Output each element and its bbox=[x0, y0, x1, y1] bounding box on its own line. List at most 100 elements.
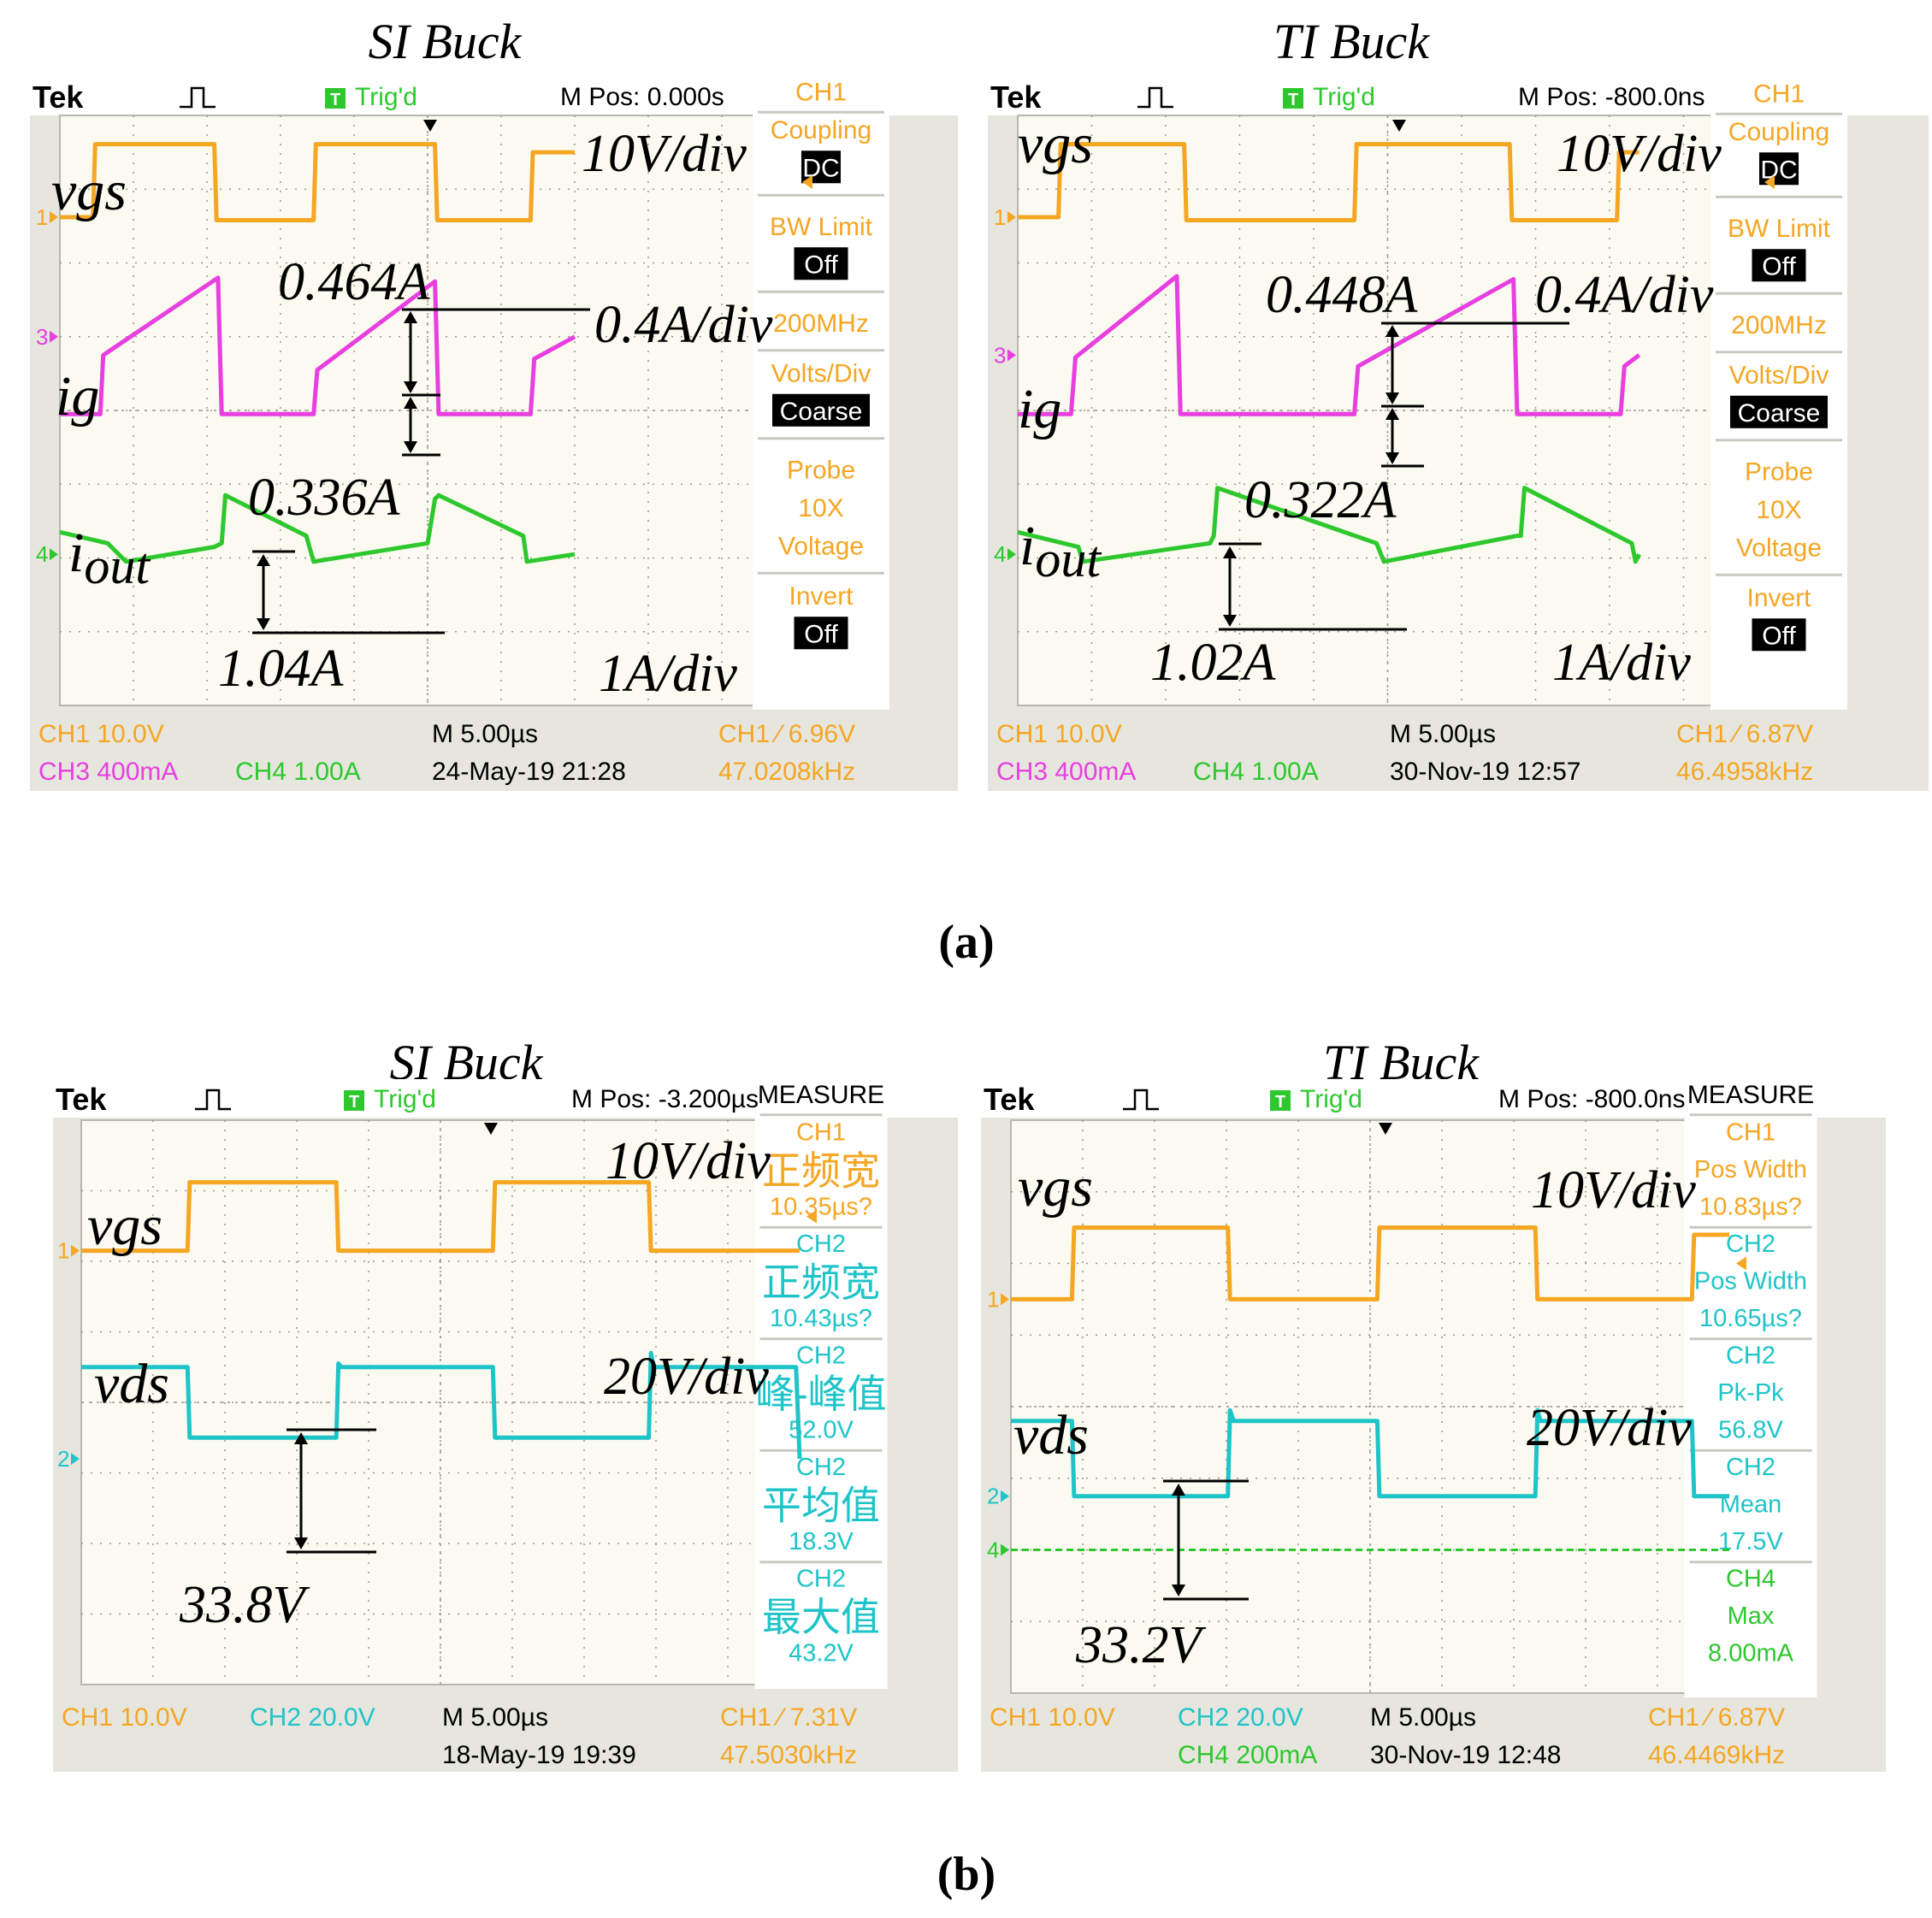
trig-status: Trig'd bbox=[374, 1085, 436, 1113]
ground-marker-arrow bbox=[1007, 211, 1016, 224]
brand-label: Tek bbox=[984, 1082, 1035, 1117]
iout-label-sub: out bbox=[84, 538, 151, 594]
figure-label-a: (a) bbox=[938, 916, 994, 969]
ground-marker-arrow bbox=[1007, 548, 1016, 561]
side-item: 正频宽 bbox=[762, 1148, 880, 1193]
figure-label-b: (b) bbox=[937, 1848, 996, 1901]
traces: 1 3 4 bbox=[36, 142, 812, 567]
footer-item: 18-May-19 19:39 bbox=[442, 1741, 636, 1769]
panel-a-si-buck: SI Buck Tek T Trig'd M Pos: 0.000s CH1 Co… bbox=[30, 14, 958, 791]
side-item: 8.00mA bbox=[1708, 1639, 1794, 1667]
grid bbox=[1011, 1120, 1729, 1693]
ig-label: ig bbox=[56, 365, 99, 428]
trigger-position-marker bbox=[484, 1123, 498, 1135]
ig-scale: 0.4A/div bbox=[1535, 266, 1714, 324]
ground-marker-label: 4 bbox=[36, 541, 48, 567]
iout-pp-value: 1.02A bbox=[1150, 634, 1277, 692]
footer-item: CH1 ∕ 6.87V bbox=[1648, 1703, 1785, 1732]
side-item: Volts/Div bbox=[1729, 361, 1829, 389]
side-panel: CH1 Coupling DC BW Limit Off 200MHz Volts/Div C… bbox=[753, 78, 889, 710]
ground-marker-label: 3 bbox=[36, 324, 48, 350]
side-item: Off bbox=[804, 251, 838, 279]
trig-icon-letter: T bbox=[1288, 91, 1298, 109]
side-item: 平均值 bbox=[762, 1483, 880, 1527]
footer-item: CH1 ∕ 7.31V bbox=[720, 1703, 857, 1732]
brand-label: Tek bbox=[990, 80, 1042, 115]
arrow-heads bbox=[1172, 1484, 1185, 1596]
ground-marker-arrow bbox=[50, 330, 58, 343]
side-item: CH2 bbox=[796, 1454, 846, 1481]
trigger-position-marker bbox=[1379, 1123, 1392, 1135]
grid bbox=[1018, 115, 1758, 705]
grid bbox=[81, 1120, 800, 1685]
trace-vgs bbox=[1018, 142, 1640, 222]
side-item: MEASURE bbox=[758, 1081, 884, 1109]
ground-marker-arrow bbox=[1007, 349, 1016, 362]
trig-icon bbox=[325, 88, 346, 109]
footer: CH1 10.0V CH2 20.0V M 5.00µs CH1 ∕ 6.87V CH4… bbox=[990, 1703, 1785, 1769]
vds-step-value: 33.8V bbox=[179, 1576, 310, 1634]
side-box bbox=[1752, 249, 1806, 282]
side-item: BW Limit bbox=[770, 213, 873, 241]
side-item: Voltage bbox=[1736, 534, 1822, 562]
vgs-label: vgs bbox=[1018, 113, 1093, 175]
grid bbox=[60, 115, 795, 705]
trig-icon bbox=[1283, 88, 1303, 109]
vgs-label: vgs bbox=[51, 160, 127, 222]
footer: CH1 10.0V M 5.00µs CH1 ∕ 6.87V CH3 400mA CH4… bbox=[996, 720, 1813, 786]
footer-item: 46.4469kHz bbox=[1648, 1741, 1785, 1769]
measure-lines bbox=[287, 1428, 376, 1554]
side-box bbox=[801, 150, 841, 184]
side-item: Pk-Pk bbox=[1717, 1379, 1784, 1407]
vgs-label: vgs bbox=[87, 1195, 162, 1257]
iout-label: iout bbox=[68, 522, 151, 594]
trigger-level-marker bbox=[806, 1209, 817, 1224]
side-item: CH2 bbox=[1726, 1230, 1775, 1258]
vgs-scale: 10V/div bbox=[582, 125, 747, 183]
footer-item: 47.0208kHz bbox=[718, 758, 855, 786]
traces: 1 2 4 bbox=[987, 1225, 1746, 1563]
iout-label-sub: out bbox=[1035, 531, 1102, 587]
ground-marker-vgs: 1 bbox=[987, 1286, 1009, 1312]
ground-marker-label: 1 bbox=[36, 204, 48, 230]
trig-icon bbox=[1270, 1090, 1291, 1111]
iout-scale: 1A/div bbox=[1552, 634, 1691, 692]
ground-marker-arrow bbox=[71, 1453, 80, 1465]
trig-icon-letter: T bbox=[1275, 1093, 1285, 1112]
side-item: CH1 bbox=[795, 78, 847, 106]
footer-item: M 5.00µs bbox=[1390, 720, 1496, 748]
trace-iout bbox=[59, 493, 576, 564]
trigger-pulse-icon bbox=[1123, 1089, 1159, 1111]
iout-label-main: i bbox=[1019, 515, 1035, 577]
ground-marker-ig: 3 bbox=[994, 342, 1016, 368]
ground-marker-iout: 4 bbox=[994, 541, 1016, 567]
ground-marker-iout: 4 bbox=[36, 541, 58, 567]
side-panel: CH1 Coupling DC BW Limit Off 200MHz Volts/Div C… bbox=[1710, 80, 1847, 710]
side-item: 最大值 bbox=[762, 1595, 880, 1639]
trace-iout bbox=[1017, 486, 1641, 564]
ground-marker-vgs: 1 bbox=[994, 204, 1016, 230]
footer-item: CH4 200mA bbox=[1178, 1741, 1317, 1769]
arrow-heads bbox=[294, 1432, 308, 1549]
footer: CH1 10.0V CH2 20.0V M 5.00µs CH1 ∕ 7.31V 18-… bbox=[62, 1703, 857, 1769]
side-item: Mean bbox=[1720, 1490, 1782, 1518]
trigger-position-marker bbox=[1392, 120, 1406, 132]
side-item: Off bbox=[1762, 252, 1796, 280]
ground-marker-vds: 2 bbox=[57, 1446, 80, 1472]
iout-label: iout bbox=[1019, 515, 1102, 587]
traces: 12 bbox=[57, 1180, 817, 1472]
ig-top-value: 0.448A bbox=[1266, 266, 1419, 324]
footer-item: 47.5030kHz bbox=[720, 1741, 857, 1769]
ground-marker-arrow bbox=[1001, 1490, 1009, 1502]
traces: 1 3 4 bbox=[994, 142, 1775, 567]
side-item: 43.2V bbox=[789, 1639, 854, 1667]
side-item: CH1 bbox=[1753, 80, 1805, 108]
trig-status: Trig'd bbox=[1300, 1085, 1362, 1113]
ground-marker-ig: 3 bbox=[36, 324, 58, 350]
footer-item: CH1 10.0V bbox=[38, 720, 164, 748]
trace-ig bbox=[1018, 274, 1641, 416]
side-item: Off bbox=[804, 620, 838, 648]
footer-item: CH2 20.0V bbox=[1178, 1703, 1303, 1732]
ground-marker-vgs: 1 bbox=[57, 1238, 80, 1264]
